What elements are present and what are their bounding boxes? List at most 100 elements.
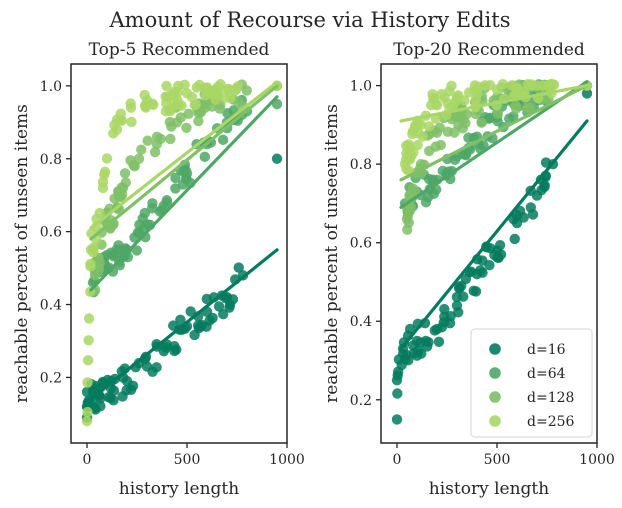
scatter-point [442, 126, 454, 137]
scatter-point [413, 128, 425, 139]
scatter-point [136, 144, 147, 155]
legend: d=16 d=64 d=128 d=256 [470, 328, 593, 438]
scatter-point [81, 415, 93, 427]
scatter-point [457, 123, 468, 134]
scatter-point [227, 294, 239, 305]
scatter-point [129, 160, 140, 172]
scatter-point [97, 176, 109, 188]
trend-line-d=128 [399, 84, 589, 182]
scatter-point [199, 151, 210, 163]
scatter-point [427, 89, 438, 100]
legend-label: d=256 [527, 414, 575, 430]
y-axis-label: reachable percent of unseen items [12, 104, 32, 403]
scatter-point [147, 198, 158, 209]
scatter-point [392, 366, 404, 377]
scatter-point [142, 135, 153, 146]
scatter-point [115, 115, 126, 126]
scatter-point [105, 392, 116, 404]
scatter-point [95, 401, 106, 412]
scatter-point [536, 184, 547, 196]
series-d=256 [81, 79, 283, 427]
scatter-point [211, 85, 222, 96]
legend-marker [489, 367, 501, 379]
scatter-point [444, 317, 456, 329]
scatter-point [175, 112, 187, 123]
trend-line-d=16 [399, 119, 589, 351]
scatter-point [423, 145, 435, 157]
x-tick-label: 0 [83, 452, 92, 468]
trend-line-d=16 [89, 248, 279, 401]
chart-panel-top20: Top-20 Recommended 0 500 1000 0.2 0.4 0.6 0.8 1.… [322, 40, 615, 499]
scatter-point [181, 174, 192, 185]
scatter-point [217, 309, 229, 320]
scatter-point [147, 99, 159, 110]
scatter-point [201, 321, 212, 332]
scatter-point [160, 342, 172, 353]
y-tick-label: 1.0 [350, 79, 372, 95]
x-tick-label: 0 [393, 452, 402, 468]
series-d=16 [391, 88, 593, 425]
chart-panel-top5: Top-5 Recommended 0 500 1000 0.2 0.4 0.6 0.8 1.0… [12, 40, 305, 499]
scatter-point [113, 186, 124, 197]
scatter-point [161, 80, 172, 92]
scatter-point [101, 153, 113, 164]
scatter-point [164, 116, 176, 128]
scatter-point [508, 214, 519, 225]
scatter-point [434, 122, 446, 133]
scatter-point [433, 336, 445, 347]
scatter-point [407, 183, 419, 194]
scatter-point [436, 88, 447, 100]
scatter-point [108, 251, 120, 262]
y-tick-label: 0.2 [40, 370, 62, 386]
scatter-point [139, 207, 151, 219]
scatter-point [183, 108, 194, 120]
scatter-point [217, 134, 229, 146]
scatter-point [175, 314, 186, 325]
scatter-point [207, 312, 218, 324]
plot-area [391, 78, 593, 425]
scatter-point [213, 301, 225, 312]
scatter-point [412, 139, 423, 151]
legend-label: d=128 [527, 390, 574, 406]
scatter-point [581, 88, 593, 99]
scatter-point [181, 122, 192, 134]
scatter-point [83, 335, 94, 346]
scatter-point [225, 92, 236, 104]
scatter-point [233, 262, 244, 273]
scatter-point [470, 286, 482, 297]
scatter-point [83, 313, 95, 324]
series-d=256 [399, 78, 593, 176]
scatter-point [446, 80, 457, 91]
scatter-point [271, 153, 283, 164]
y-tick-label: 1.0 [40, 79, 62, 95]
scatter-point [475, 265, 486, 276]
scatter-point [139, 89, 150, 101]
scatter-point [391, 414, 403, 425]
scatter-point [404, 323, 416, 335]
scatter-point [149, 146, 161, 158]
scatter-point [231, 83, 242, 95]
x-axis-label: history length [429, 479, 549, 499]
y-tick-label: 0.6 [40, 225, 62, 241]
scatter-point [402, 224, 413, 235]
scatter-point [458, 291, 469, 302]
scatter-point [108, 128, 119, 139]
scatter-point [97, 377, 108, 389]
y-tick-label: 0.6 [350, 236, 372, 252]
scatter-point [85, 258, 96, 270]
scatter-point [194, 79, 205, 91]
scatter-point [420, 197, 432, 208]
scatter-point [125, 98, 136, 109]
scatter-point [165, 89, 177, 101]
scatter-point [402, 211, 413, 222]
scatter-point [408, 347, 420, 359]
axes-frame [70, 63, 288, 444]
scatter-point [540, 157, 552, 168]
scatter-point [82, 377, 93, 388]
figure-suptitle: Amount of Recourse via History Edits [108, 8, 510, 32]
scatter-point [392, 388, 403, 399]
scatter-point [201, 293, 213, 305]
x-axis-label: history length [119, 479, 239, 499]
x-tick-label: 1000 [269, 452, 305, 468]
scatter-point [449, 154, 461, 165]
